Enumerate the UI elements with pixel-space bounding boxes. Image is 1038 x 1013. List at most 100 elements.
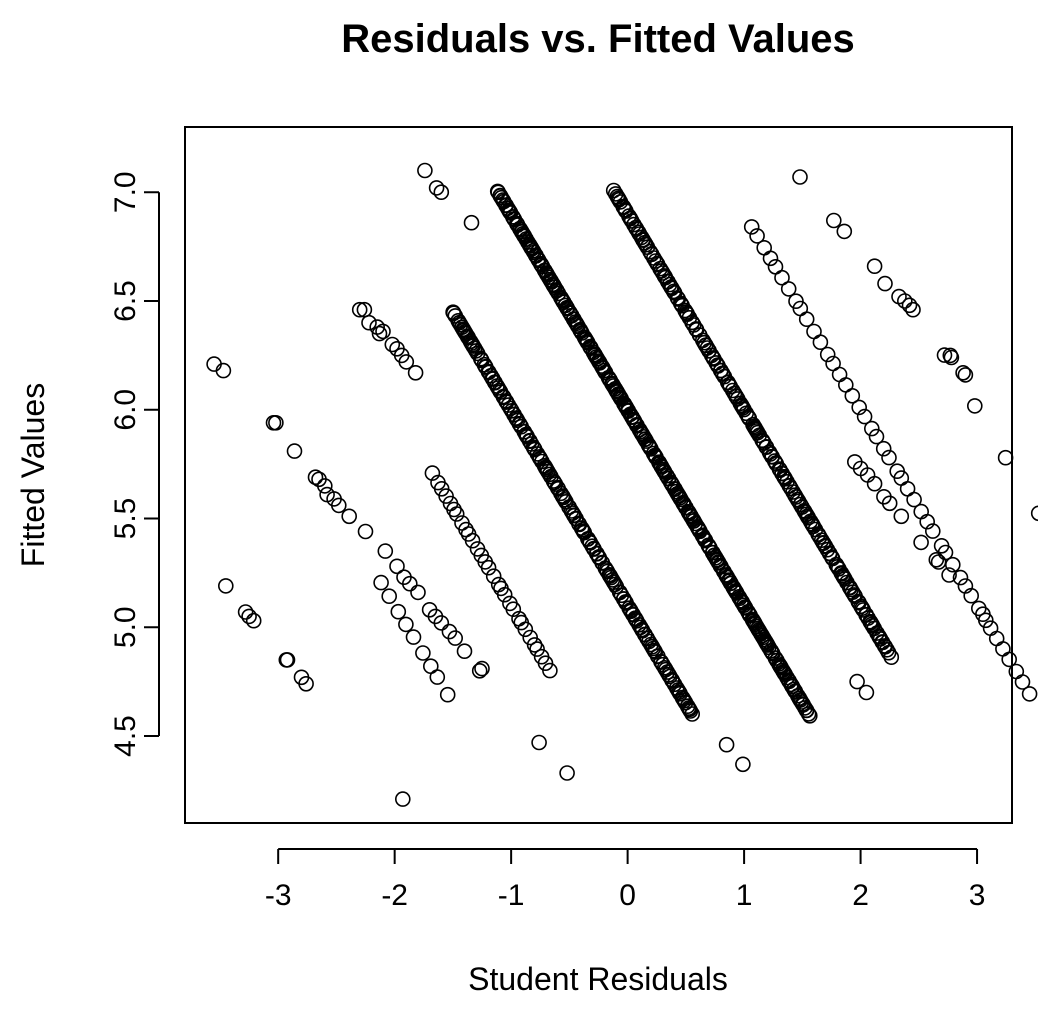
data-point	[877, 275, 893, 292]
data-point	[286, 443, 303, 459]
data-point	[474, 660, 490, 677]
band-point	[502, 595, 518, 612]
data-point	[407, 364, 424, 381]
band-point	[718, 567, 734, 583]
chart-title: Residuals vs. Fitted Values	[341, 17, 855, 61]
band-point	[851, 399, 868, 416]
data-point	[371, 325, 388, 342]
data-point	[398, 354, 415, 370]
band-point	[743, 219, 760, 235]
band-point	[863, 420, 880, 437]
data-point	[375, 323, 391, 340]
band-point	[780, 281, 797, 297]
y-tick-label: 6.0	[109, 389, 142, 431]
y-axis-label: Fitted Values	[15, 383, 51, 567]
data-point	[341, 508, 358, 525]
data-point	[905, 301, 921, 318]
band-point	[398, 616, 414, 633]
data-point	[410, 584, 426, 601]
data-point	[849, 673, 865, 690]
band-point	[439, 686, 456, 703]
band-point	[957, 578, 974, 594]
y-tick-label: 5.0	[109, 606, 142, 648]
band-point	[933, 537, 950, 554]
band-point	[788, 293, 804, 310]
band-point	[913, 503, 930, 520]
band-point	[390, 603, 407, 620]
band-point	[654, 265, 671, 281]
band-point	[906, 491, 922, 508]
band-point	[819, 346, 836, 363]
band-point	[899, 480, 916, 497]
band-point	[806, 323, 822, 340]
data-point	[279, 652, 296, 668]
band-point	[696, 334, 713, 351]
band-point	[1008, 663, 1025, 680]
data-point	[866, 475, 883, 492]
band-point	[966, 398, 983, 414]
x-tick-label: 0	[619, 879, 636, 912]
x-tick-label: -3	[265, 879, 292, 912]
data-point	[876, 488, 892, 505]
band-point	[500, 397, 517, 413]
data-point	[930, 554, 947, 570]
data-point	[846, 454, 863, 470]
data-point	[901, 297, 918, 314]
band-point	[856, 408, 873, 425]
band-point	[563, 503, 580, 519]
band-point	[1014, 674, 1031, 690]
plot-frame	[184, 126, 1013, 824]
data-point	[215, 362, 232, 379]
data-point	[955, 364, 971, 381]
band-point	[489, 183, 506, 200]
band-point	[868, 428, 885, 445]
data-point	[433, 184, 450, 200]
band-point	[513, 614, 530, 631]
band-point	[837, 377, 854, 393]
data-point	[943, 349, 960, 366]
data-point	[792, 169, 808, 185]
data-point	[357, 523, 374, 540]
band-point	[381, 588, 398, 605]
band-point	[607, 186, 624, 202]
data-points	[206, 162, 1038, 807]
data-point	[417, 162, 433, 179]
band-point	[825, 355, 841, 372]
data-point	[428, 180, 445, 196]
band-point	[405, 629, 422, 645]
band-point	[952, 569, 969, 586]
x-axis: -3 -2 -1 0 1 2 3	[265, 848, 985, 912]
band-point	[422, 658, 439, 675]
x-tick-label: -1	[498, 879, 525, 912]
x-axis-label: Student Residuals	[468, 961, 728, 997]
data-point	[311, 471, 327, 488]
data-point	[396, 569, 412, 586]
data-point	[389, 558, 405, 575]
band-point	[889, 463, 906, 480]
band-point	[1001, 651, 1018, 668]
data-point	[735, 756, 751, 773]
band-point	[452, 316, 469, 333]
band-point	[529, 641, 545, 657]
data-point	[319, 486, 335, 503]
data-point	[463, 214, 480, 231]
y-tick-label: 7.0	[109, 171, 142, 213]
band-point	[654, 656, 671, 673]
band-point	[442, 495, 459, 512]
band-point	[988, 630, 1005, 647]
band-point	[566, 507, 582, 524]
band-point	[542, 662, 558, 679]
data-point	[394, 791, 411, 807]
data-point	[456, 643, 473, 660]
band-point	[605, 182, 622, 199]
y-tick-label: 6.5	[109, 280, 142, 322]
data-point	[298, 675, 314, 692]
data-point	[471, 662, 488, 679]
band-point	[762, 250, 779, 267]
data-point	[975, 606, 991, 623]
data-point	[893, 508, 910, 525]
data-point	[957, 367, 974, 383]
band-point	[1021, 686, 1038, 702]
x-tick-label: 2	[852, 879, 869, 912]
